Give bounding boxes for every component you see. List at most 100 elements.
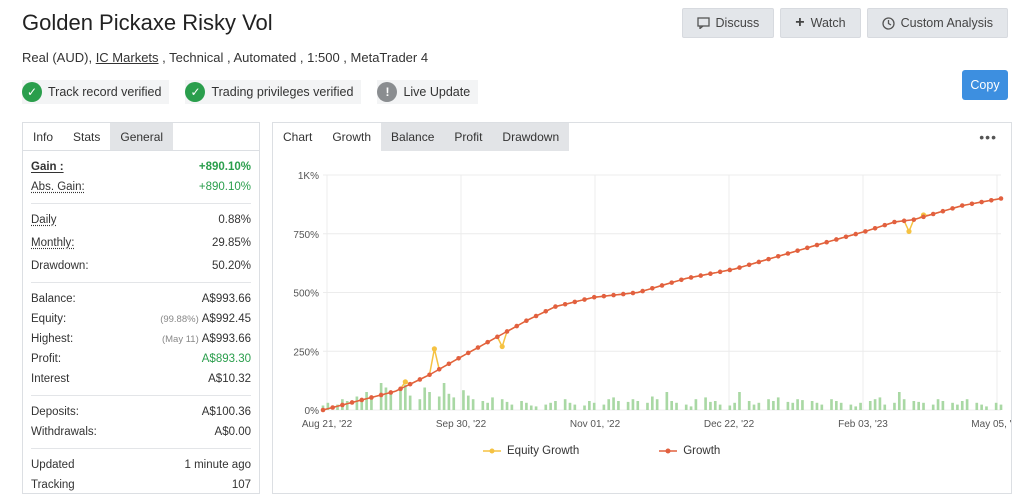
daily-bar <box>345 401 349 410</box>
gain-label[interactable]: Gain : <box>31 161 64 173</box>
equity-value: A$992.45 <box>201 313 251 325</box>
equity-growth-point <box>402 379 408 385</box>
growth-point <box>349 400 355 405</box>
growth-point <box>872 225 878 231</box>
more-options-icon[interactable]: ••• <box>979 129 997 145</box>
discuss-button[interactable]: Discuss <box>681 8 775 38</box>
daily-bar <box>854 406 858 410</box>
abs-gain-label[interactable]: Abs. Gain: <box>31 181 85 193</box>
growth-point <box>359 397 365 403</box>
daily-bar <box>897 392 901 410</box>
daily-bar <box>563 399 567 410</box>
growth-point <box>969 201 975 207</box>
daily-bar <box>534 406 538 410</box>
daily-bar <box>408 395 412 410</box>
growth-point <box>795 248 800 253</box>
daily-bar <box>365 392 368 410</box>
growth-point <box>727 267 733 273</box>
y-tick-label: 250% <box>293 347 319 358</box>
badge-label: Trading privileges verified <box>211 85 354 99</box>
growth-point <box>640 288 645 294</box>
growth-point <box>650 285 655 291</box>
badge-label: Live Update <box>403 85 471 99</box>
balance-value: A$993.66 <box>201 293 251 305</box>
growth-point <box>756 259 762 265</box>
daily-bar <box>791 402 795 410</box>
x-tick-label: May 05, '23 <box>971 419 1011 430</box>
header-actions: Discuss + Watch Custom Analysis <box>681 8 1008 38</box>
custom-analysis-button[interactable]: Custom Analysis <box>866 8 1008 38</box>
growth-point <box>436 366 442 372</box>
growth-point <box>407 381 413 387</box>
exclamation-icon: ! <box>377 82 398 102</box>
daily-bar <box>839 402 843 410</box>
daily-bar <box>728 405 732 410</box>
x-tick-label: Nov 01, '22 <box>570 419 621 430</box>
growth-point <box>630 290 636 296</box>
daily-bar <box>650 396 654 410</box>
daily-bar <box>336 404 339 410</box>
growth-point <box>882 222 888 228</box>
daily-bar <box>975 402 979 410</box>
daily-bar <box>602 404 606 410</box>
legend-growth[interactable]: Growth <box>659 445 720 457</box>
daily-bar <box>452 397 456 410</box>
withdrawals-label: Withdrawals: <box>31 426 97 438</box>
stat-balance: Balance: A$993.66 <box>31 289 251 309</box>
growth-point <box>504 329 510 334</box>
stat-updated: Updated 1 minute ago <box>31 455 251 475</box>
tab-balance[interactable]: Balance <box>381 123 445 151</box>
y-tick-label: 0% <box>305 406 320 417</box>
growth-point <box>959 203 965 208</box>
daily-bar <box>520 401 523 410</box>
legend-equity-growth[interactable]: Equity Growth <box>483 445 579 457</box>
legend-growth-swatch <box>659 448 678 454</box>
daily-bar <box>980 404 983 410</box>
growth-point <box>843 234 849 240</box>
tab-general[interactable]: General <box>110 123 174 150</box>
tab-drawdown[interactable]: Drawdown <box>492 123 570 151</box>
growth-point <box>388 390 394 395</box>
daily-bar <box>776 397 780 410</box>
tab-growth[interactable]: Growth <box>322 123 382 151</box>
daily-bar <box>801 400 804 410</box>
stat-interest: Interest A$10.32 <box>31 369 251 389</box>
daily-bar <box>529 405 533 410</box>
daily-bar <box>554 401 557 410</box>
daily-bar <box>956 404 959 410</box>
daily-bar <box>810 401 814 410</box>
growth-point <box>485 339 490 345</box>
growth-point <box>620 291 626 297</box>
growth-point <box>398 386 403 392</box>
stat-drawdown: Drawdown: 50.20% <box>31 256 251 276</box>
daily-bar <box>626 401 630 410</box>
tab-profit[interactable]: Profit <box>444 123 493 151</box>
gain-value: +890.10% <box>198 161 251 173</box>
daily-bar <box>670 401 674 410</box>
drawdown-value: 50.20% <box>211 260 251 272</box>
monthly-label[interactable]: Monthly: <box>31 237 75 249</box>
tab-chart[interactable]: Chart <box>283 130 313 144</box>
plus-icon: + <box>795 14 805 31</box>
daily-label[interactable]: Daily <box>31 214 57 226</box>
tab-stats[interactable]: Stats <box>63 123 111 150</box>
daily-bar <box>389 393 393 410</box>
subtitle-account-type: Real (AUD), <box>22 50 96 65</box>
y-tick-label: 500% <box>293 289 319 300</box>
daily-bar <box>752 404 756 410</box>
tab-info[interactable]: Info <box>23 123 64 150</box>
growth-point <box>698 273 704 278</box>
daily-bar <box>631 399 635 410</box>
daily-bar <box>665 392 669 410</box>
copy-button[interactable]: Copy <box>962 70 1008 100</box>
broker-link[interactable]: IC Markets <box>95 50 159 65</box>
daily-bar <box>384 387 388 410</box>
daily-bar <box>859 402 862 410</box>
account-subtitle: Real (AUD), IC Markets , Technical , Aut… <box>22 50 428 65</box>
live-update-badge: ! Live Update <box>377 80 479 104</box>
watch-button[interactable]: + Watch <box>780 8 861 38</box>
growth-point <box>465 350 471 356</box>
highest-label: Highest: <box>31 333 74 345</box>
daily-bar <box>505 401 509 410</box>
growth-point <box>611 292 616 298</box>
